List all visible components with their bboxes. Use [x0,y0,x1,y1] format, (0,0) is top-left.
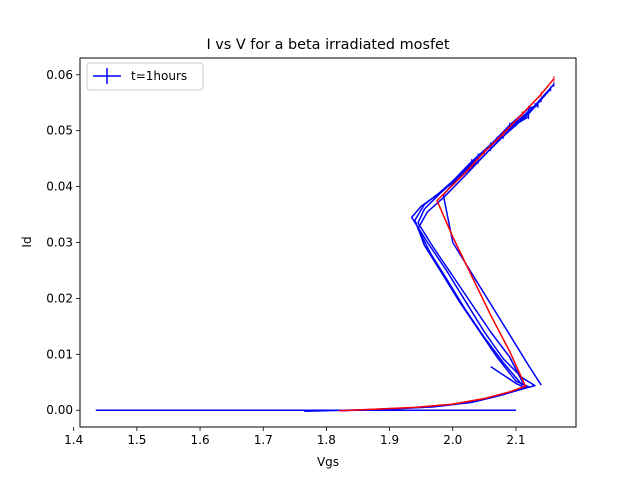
x-tick-label: 1.7 [254,433,273,447]
y-tick-label: 0.05 [46,124,73,138]
y-tick-label: 0.03 [46,236,73,250]
chart-title: I vs V for a beta irradiated mosfet [206,37,449,53]
plot-frame [79,57,577,428]
x-tick-label: 2.0 [443,433,462,447]
y-tick-label: 0.06 [46,68,73,82]
series-line-2 [339,83,555,412]
y-tick-label: 0.00 [46,403,73,417]
x-tick-label: 1.6 [191,433,210,447]
x-axis-label: Vgs [317,455,339,469]
legend: t=1hours [86,62,204,91]
x-axis-ticks: 1.4 1.5 1.6 1.7 1.8 1.9 2.0 2.1 [64,427,526,447]
y-tick-label: 0.01 [46,347,73,361]
y-axis-ticks: 0.00 0.01 0.02 0.03 0.04 0.05 0.06 [46,68,80,417]
x-tick-label: 1.5 [127,433,146,447]
plot-series [95,76,555,413]
legend-label: t=1hours [131,69,187,83]
y-tick-label: 0.04 [46,180,73,194]
x-tick-label: 1.9 [380,433,399,447]
x-tick-label: 1.8 [317,433,336,447]
x-tick-label: 1.4 [64,433,83,447]
x-tick-label: 2.1 [506,433,525,447]
y-axis-label: Id [20,236,34,247]
legend-box [86,62,204,91]
y-tick-label: 0.02 [46,291,73,305]
